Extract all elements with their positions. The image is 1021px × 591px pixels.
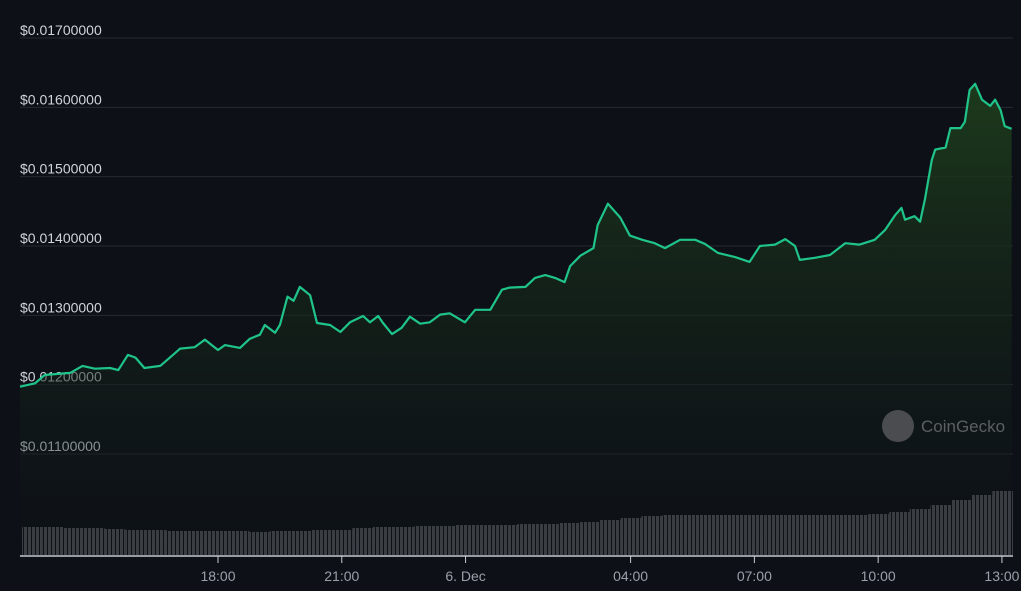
y-tick-label: $0.01300000	[20, 299, 102, 315]
volume-bar	[42, 527, 64, 555]
volume-bar	[703, 515, 724, 555]
volume-bar	[249, 532, 270, 555]
volume-bar	[517, 524, 539, 555]
volume-bar	[723, 515, 745, 555]
volume-bar	[579, 522, 601, 555]
volume-bar	[434, 526, 456, 555]
volume-bar	[145, 530, 167, 555]
volume-bar	[785, 515, 807, 555]
volume-bar	[930, 505, 952, 555]
volume-bar	[889, 512, 910, 555]
y-tick-label: $0.01700000	[20, 22, 102, 38]
x-tick-label: 18:00	[200, 568, 235, 584]
volume-bar	[620, 518, 642, 555]
x-tick-label: 04:00	[613, 568, 648, 584]
volume-bar	[496, 525, 518, 555]
volume-bar	[104, 529, 126, 555]
volume-bar	[207, 531, 229, 555]
volume-bar	[600, 520, 621, 555]
x-tick-label: 6. Dec	[445, 568, 485, 584]
volume-bar	[125, 530, 146, 555]
volume-bar	[22, 527, 43, 555]
volume-bar	[166, 531, 188, 555]
volume-bar	[228, 531, 250, 555]
y-tick-label: $0.01400000	[20, 230, 102, 246]
volume-bar	[682, 515, 704, 555]
y-tick-label: $0.01500000	[20, 161, 102, 177]
x-axis-labels: 18:00 21:00 6. Dec 04:00 07:00 10:00 13:00	[200, 556, 1020, 584]
x-tick-label: 07:00	[737, 568, 772, 584]
x-tick-label: 10:00	[861, 568, 896, 584]
volume-bar	[868, 514, 890, 555]
volume-bar	[476, 525, 497, 555]
watermark-text: CoinGecko	[921, 417, 1005, 436]
volume-bar	[269, 531, 291, 555]
volume-bar	[352, 528, 373, 555]
price-area-fill	[19, 83, 1012, 557]
coingecko-logo-icon	[882, 410, 914, 442]
volume-bar	[187, 531, 208, 555]
volume-bar	[765, 515, 786, 555]
volume-bar	[992, 491, 1013, 555]
x-tick-label: 13:00	[984, 568, 1019, 584]
volume-bar	[290, 531, 312, 555]
volume-bar	[538, 524, 559, 555]
price-area	[19, 82, 1013, 557]
volume-bar	[83, 528, 105, 555]
y-tick-label: $0.01600000	[20, 91, 102, 107]
coingecko-watermark: CoinGecko	[882, 410, 1005, 442]
volume-bar	[909, 509, 931, 555]
price-line	[19, 82, 1013, 388]
volume-bar	[847, 515, 869, 555]
volume-bar	[951, 500, 972, 555]
volume-bar	[311, 530, 332, 555]
volume-bar	[393, 527, 415, 555]
volume-bar	[63, 528, 84, 555]
volume-bar	[372, 527, 394, 555]
volume-bar	[455, 525, 477, 555]
volume-bar	[662, 515, 683, 555]
volume-bar	[744, 515, 766, 555]
volume-bar	[641, 516, 663, 555]
volume-bar	[806, 515, 828, 555]
volume-bar	[558, 523, 580, 555]
volume-bar	[827, 515, 848, 555]
volume-bar	[971, 495, 993, 555]
volume-bars	[22, 491, 1013, 555]
volume-bar	[331, 530, 353, 555]
x-tick-label: 21:00	[324, 568, 359, 584]
volume-bar	[414, 526, 435, 555]
